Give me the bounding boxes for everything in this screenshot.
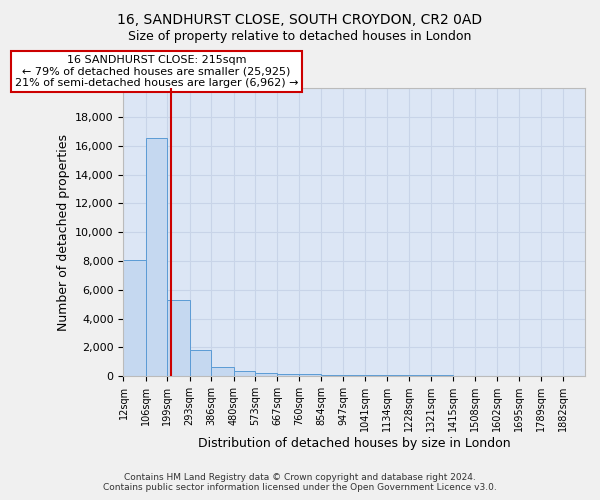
- Bar: [233, 371, 256, 376]
- Bar: [322, 375, 343, 376]
- Bar: [256, 373, 277, 376]
- Text: Size of property relative to detached houses in London: Size of property relative to detached ho…: [128, 30, 472, 43]
- Bar: [277, 374, 299, 376]
- Bar: [343, 375, 365, 376]
- Bar: [124, 260, 146, 376]
- X-axis label: Distribution of detached houses by size in London: Distribution of detached houses by size …: [198, 437, 511, 450]
- Bar: [299, 374, 322, 376]
- Bar: [211, 368, 233, 376]
- Y-axis label: Number of detached properties: Number of detached properties: [56, 134, 70, 330]
- Bar: [190, 350, 211, 376]
- Text: 16, SANDHURST CLOSE, SOUTH CROYDON, CR2 0AD: 16, SANDHURST CLOSE, SOUTH CROYDON, CR2 …: [118, 12, 482, 26]
- Text: 16 SANDHURST CLOSE: 215sqm
← 79% of detached houses are smaller (25,925)
21% of : 16 SANDHURST CLOSE: 215sqm ← 79% of deta…: [15, 55, 298, 88]
- Text: Contains HM Land Registry data © Crown copyright and database right 2024.
Contai: Contains HM Land Registry data © Crown c…: [103, 473, 497, 492]
- Bar: [167, 300, 190, 376]
- Bar: [146, 138, 167, 376]
